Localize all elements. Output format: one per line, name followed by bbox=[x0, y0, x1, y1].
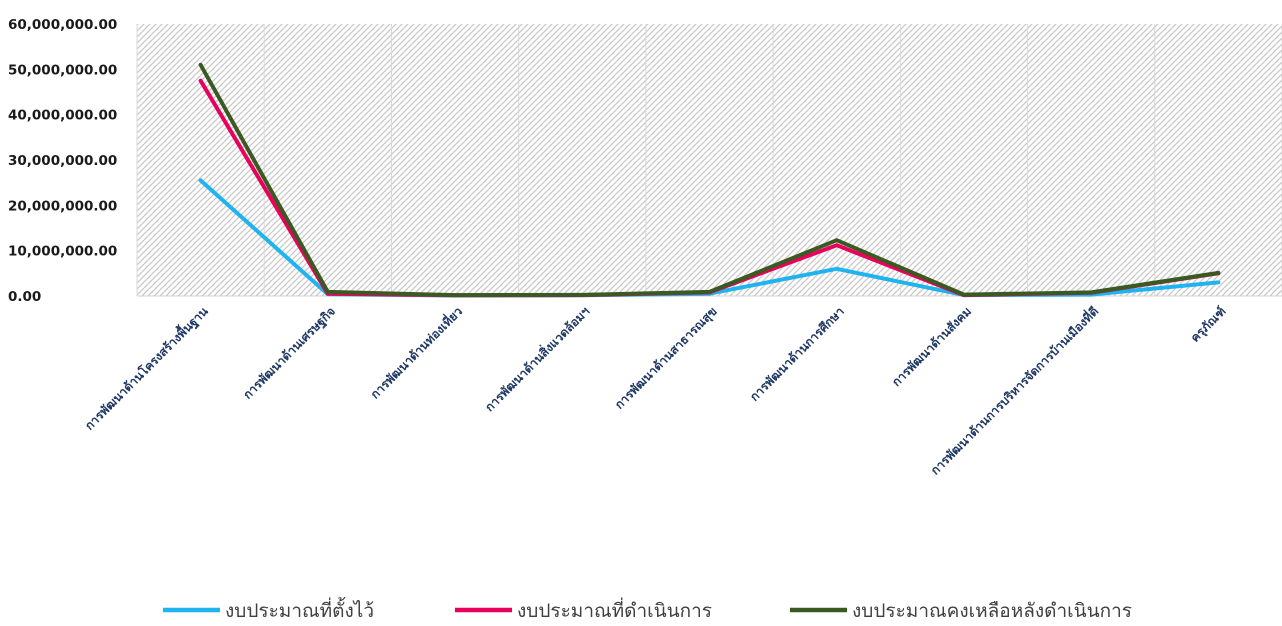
y-tick-label: 60,000,000.00 bbox=[8, 17, 117, 33]
x-tick-label: การพัฒนาด้านท่องเที่ยว bbox=[366, 303, 465, 402]
x-tick-label: การพัฒนาด้านสาธารณสุข bbox=[612, 304, 720, 412]
legend-label: งบประมาณคงเหลือหลังดำเนินการ bbox=[852, 600, 1132, 622]
legend-label: งบประมาณที่ตั้งไว้ bbox=[225, 597, 374, 622]
data-point bbox=[835, 244, 838, 247]
x-tick-label: การพัฒนาด้านสิ่งแวดล้อมฯ bbox=[481, 303, 593, 415]
x-tick-label: การพัฒนาด้านสังคม bbox=[889, 304, 974, 389]
y-tick-label: 40,000,000.00 bbox=[8, 108, 117, 124]
data-point bbox=[454, 294, 457, 297]
data-point bbox=[199, 63, 202, 66]
legend-label: งบประมาณที่ดำเนินการ bbox=[517, 597, 712, 622]
x-tick-label: การพัฒนาด้านโครงสร้างพื้นฐาน bbox=[80, 302, 212, 434]
y-tick-label: 0.00 bbox=[8, 289, 41, 305]
y-tick-label: 10,000,000.00 bbox=[8, 244, 117, 260]
x-tick-label: การพัฒนาด้านเศรษฐกิจ bbox=[240, 304, 338, 402]
x-tick-label: ครุภัณฑ์ bbox=[1188, 304, 1229, 345]
data-point bbox=[581, 293, 584, 296]
data-point bbox=[835, 267, 838, 270]
data-point bbox=[199, 79, 202, 82]
y-tick-label: 20,000,000.00 bbox=[8, 198, 117, 214]
data-point bbox=[1217, 281, 1220, 284]
data-point bbox=[1217, 271, 1220, 274]
data-point bbox=[1090, 291, 1093, 294]
legend: งบประมาณที่ตั้งไว้ งบประมาณที่ดำเนินการ งบ… bbox=[163, 597, 1132, 622]
y-axis: 0.00 10,000,000.00 20,000,000.00 30,000,000… bbox=[8, 17, 117, 305]
y-tick-label: 30,000,000.00 bbox=[8, 153, 117, 169]
y-tick-label: 50,000,000.00 bbox=[8, 62, 117, 78]
data-point bbox=[199, 179, 202, 182]
data-point bbox=[326, 290, 329, 293]
x-axis: การพัฒนาด้านโครงสร้างพื้นฐาน การพัฒนาด้าน… bbox=[80, 302, 1229, 478]
data-point bbox=[962, 293, 965, 296]
x-tick-label: การพัฒนาด้านการศึกษา bbox=[747, 304, 847, 404]
data-point bbox=[835, 239, 838, 242]
data-point bbox=[708, 290, 711, 293]
